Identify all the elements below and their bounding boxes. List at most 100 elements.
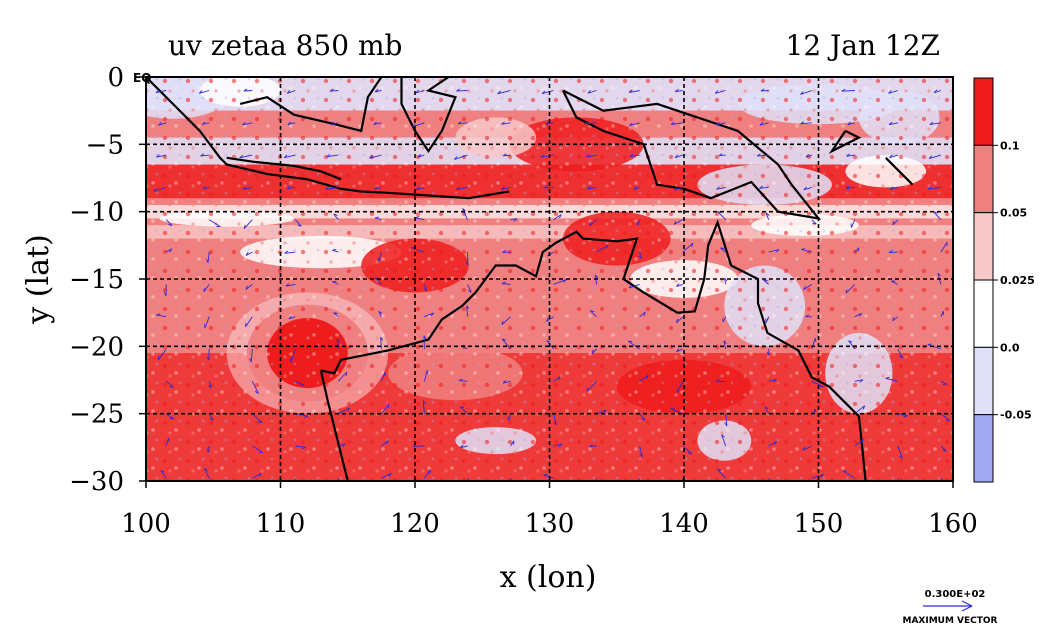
- wind-vector: [674, 154, 683, 159]
- wind-vector: [294, 219, 302, 227]
- wind-vector: [629, 89, 640, 93]
- wind-vector: [768, 378, 777, 383]
- y-tick-label: −25: [69, 400, 124, 430]
- wind-vector: [589, 219, 597, 227]
- wind-vector: [595, 478, 598, 481]
- wind-vector: [633, 186, 640, 190]
- wind-vector: [591, 348, 597, 354]
- wind-vector: [501, 186, 511, 191]
- max-vector-legend: 0.300E+02 MAXIMUM VECTOR: [902, 589, 997, 626]
- wind-vector: [381, 440, 389, 447]
- wind-vector: [553, 413, 557, 426]
- wind-vector: [587, 186, 597, 190]
- wind-vector: [457, 121, 468, 125]
- wind-vector: [239, 154, 253, 159]
- wind-vector: [157, 348, 167, 361]
- wind-vector: [423, 335, 427, 350]
- wind-vector: [850, 219, 856, 228]
- wind-vector: [897, 478, 899, 481]
- wind-vector: [380, 336, 384, 350]
- wind-vector: [242, 186, 253, 190]
- wind-vector: [198, 90, 210, 94]
- wind-vector: [338, 443, 346, 448]
- wind-vector: [888, 90, 899, 94]
- wind-vector: [288, 315, 296, 320]
- wind-vector: [765, 316, 770, 324]
- wind-vector: [501, 281, 511, 285]
- wind-vector: [295, 413, 309, 418]
- wind-vector: [251, 381, 259, 394]
- wind-vector: [724, 277, 728, 285]
- wind-vector: [510, 218, 518, 222]
- wind-vector: [465, 252, 469, 266]
- wind-vector: [155, 89, 167, 94]
- wind-vector: [338, 407, 351, 415]
- wind-vector: [160, 469, 167, 479]
- wind-vector: [716, 186, 726, 190]
- wind-vector: [245, 284, 253, 290]
- wind-vector: [285, 283, 296, 287]
- wind-vector: [596, 409, 607, 415]
- wind-vector: [422, 400, 426, 414]
- wind-vector: [676, 381, 684, 393]
- wind-vector: [283, 154, 296, 159]
- wind-vector: [329, 88, 339, 92]
- wind-vector: [801, 248, 812, 253]
- wind-vector: [249, 348, 253, 363]
- colorbar-swatch: [973, 414, 994, 483]
- wind-vector: [670, 407, 683, 415]
- wind-vector: [502, 250, 511, 253]
- wind-vector: [163, 284, 167, 297]
- wind-vector: [676, 283, 683, 288]
- wind-vector: [724, 413, 728, 427]
- gridlines: [146, 77, 953, 481]
- wind-vector: [165, 413, 175, 420]
- x-tick-label: 120: [390, 509, 440, 539]
- wind-vector: [756, 153, 769, 157]
- wind-vector: [811, 474, 824, 479]
- wind-vector: [674, 186, 683, 191]
- colorbar: 0.1 0.05 0.025 0.0 -0.05: [973, 77, 1035, 483]
- wind-vector: [596, 244, 609, 253]
- wind-vector: [885, 376, 899, 382]
- wind-vector: [847, 121, 855, 126]
- wind-vector: [720, 247, 726, 253]
- wind-vector: [252, 445, 264, 454]
- wind-vector: [929, 121, 941, 126]
- wind-vector: [153, 186, 167, 192]
- wind-vector: [243, 88, 253, 92]
- wind-vector: [456, 186, 468, 190]
- x-tick-label: 160: [928, 509, 978, 539]
- time-label: 12 Jan 12Z: [786, 29, 940, 62]
- wind-vector: [251, 413, 263, 424]
- wind-vector: [417, 153, 425, 158]
- wind-vector: [252, 472, 262, 479]
- wind-vector: [586, 154, 597, 158]
- wind-vector: [245, 251, 253, 256]
- wind-vector: [206, 348, 210, 361]
- wind-vector: [337, 478, 339, 481]
- wind-vector: [208, 413, 214, 421]
- wind-vector: [889, 186, 899, 190]
- y-tick-label: 0: [107, 63, 124, 93]
- wind-vector: [553, 443, 563, 448]
- wind-vector: [638, 251, 642, 259]
- wind-vector: [466, 305, 470, 317]
- y-tick-label: −20: [69, 332, 124, 362]
- wind-vector: [454, 154, 468, 160]
- wind-vector: [543, 473, 554, 479]
- x-tick-label: 100: [121, 509, 171, 539]
- wind-vector: [800, 121, 812, 125]
- wind-vector: [854, 247, 860, 253]
- wind-vector: [286, 89, 296, 94]
- wind-vector: [670, 121, 683, 125]
- wind-vector: [759, 121, 769, 126]
- wind-vector: [717, 211, 727, 221]
- wind-vector: [803, 186, 812, 191]
- wind-vector: [721, 434, 727, 447]
- colorbar-label: 0.025: [1000, 274, 1035, 287]
- wind-vector: [540, 154, 554, 158]
- wind-vector: [331, 121, 339, 126]
- wind-vector: [374, 186, 382, 191]
- wind-vector: [765, 212, 770, 220]
